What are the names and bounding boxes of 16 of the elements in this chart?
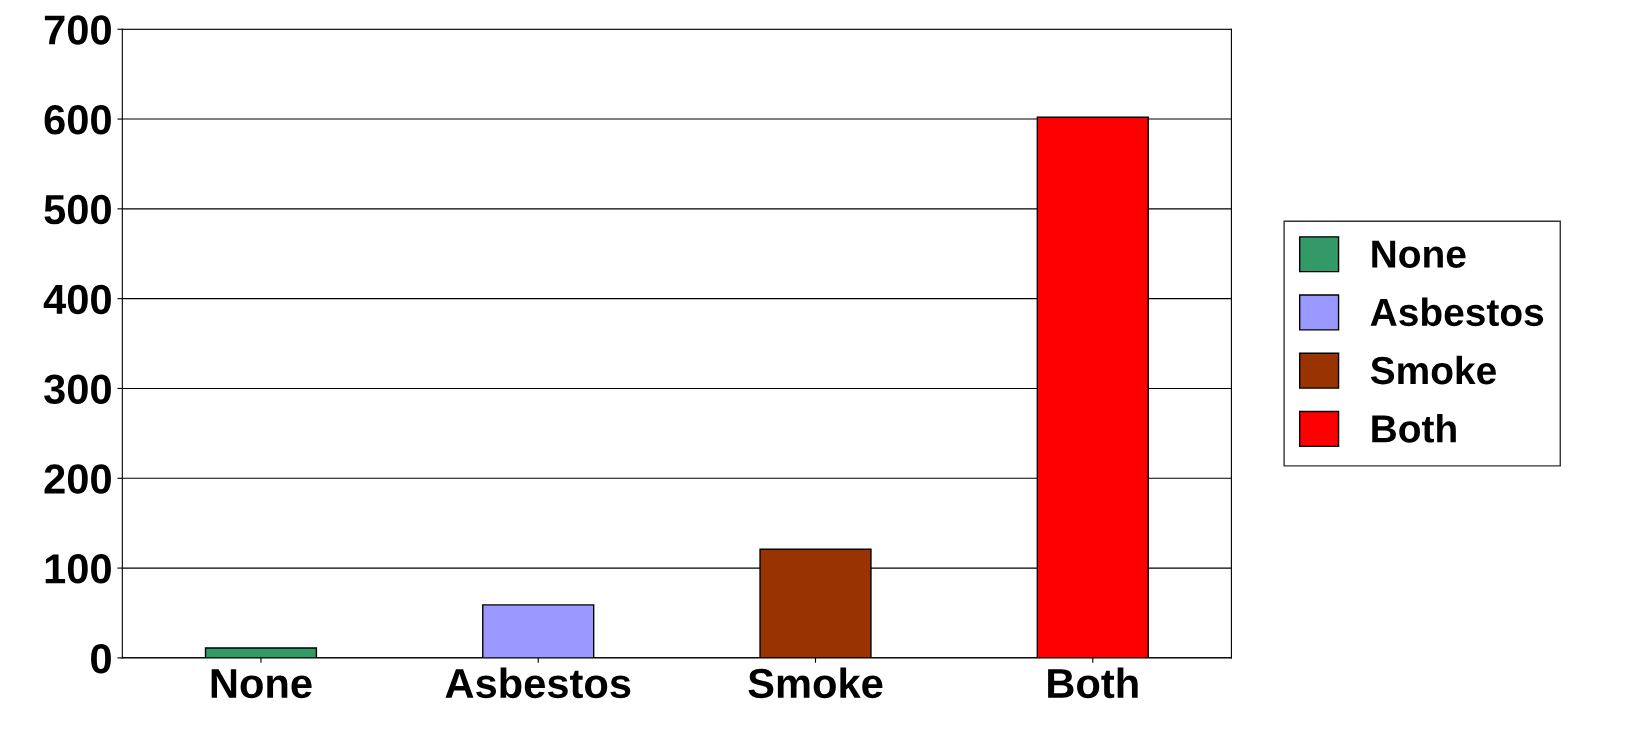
y-tick-label: 100: [45, 554, 111, 584]
y-tick-label: 600: [44, 105, 111, 135]
x-tick-label: Both: [1048, 667, 1138, 699]
legend-label: Asbestos: [1370, 297, 1544, 327]
x-tick-label: Smoke: [748, 667, 883, 699]
x-tick-label: None: [211, 669, 312, 699]
legend-label: Smoke: [1370, 355, 1496, 385]
y-tick-label: 400: [43, 284, 111, 315]
y-tick-label: 0: [91, 643, 111, 674]
x-tick-label: Asbestos: [445, 667, 631, 699]
y-tick-label: 500: [44, 194, 111, 225]
y-tick-label: 300: [44, 374, 111, 405]
y-tick-label: 200: [44, 464, 111, 494]
legend-label: None: [1372, 240, 1466, 268]
legend-label: Both: [1372, 414, 1456, 443]
y-tick-label: 700: [44, 15, 111, 45]
